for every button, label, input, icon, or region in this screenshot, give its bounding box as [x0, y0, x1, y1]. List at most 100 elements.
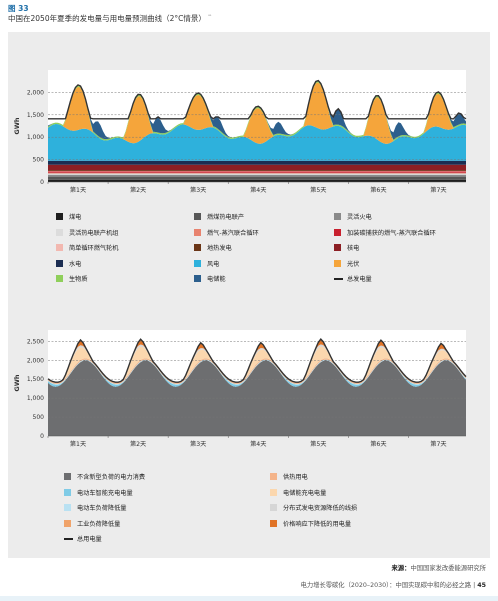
x-tick-label-2-1: 第2天 [130, 440, 146, 448]
footer-separator: | [471, 582, 478, 589]
legend2-label-0: 不含新型负荷的电力消费 [77, 474, 146, 481]
legend1-label-2: 灵活火电 [347, 214, 372, 221]
footer-text: 电力增长零碳化（2020–2030）：中国实现碳中和的必经之路 [300, 582, 472, 589]
legend2-label-1: 供热用电 [283, 474, 308, 481]
consumption-chart: 0 500 1,000 1,500 2,000 2,500 GWh 第1天 第2天 第3天 第4天 第… [13, 330, 467, 448]
area-series-1-13 [48, 81, 466, 140]
legend2-label-4: 电动车负荷降低量 [77, 505, 127, 512]
x-tick-label-1-1: 第2天 [130, 186, 146, 194]
legend2-item-5: 分布式发电资源降低的线损 [270, 503, 357, 512]
legend1-swatch-14 [334, 277, 343, 280]
area-series-2-4 [48, 358, 466, 384]
legend2-item-4: 电动车负荷降低量 [64, 503, 127, 512]
area-series-2-2 [48, 359, 466, 385]
generation-chart: 0 500 1,000 1,500 2,000 GWh 第1天 第2天 第3天 第4天 第5天 第6天… [13, 70, 467, 194]
area-series-2-0 [48, 360, 466, 436]
legend1-label-7: 地热发电 [207, 245, 232, 252]
legend1-swatch-13 [194, 275, 201, 282]
legend1-swatch-7 [194, 244, 201, 251]
y-tick-label-2-2: 1,000 [27, 395, 44, 402]
y-tick-label-2-5: 2,500 [27, 338, 44, 345]
area-series-1-2 [48, 174, 466, 177]
x-tick-label-1-0: 第1天 [70, 186, 86, 194]
x-tick-label-2-0: 第1天 [70, 440, 86, 448]
legend1-item-11: 光伏 [334, 259, 359, 268]
legend2-item-1: 供热用电 [270, 472, 308, 481]
y-tick-label-2-1: 500 [33, 414, 45, 421]
legend1-swatch-0 [56, 213, 63, 220]
legend2-swatch-8 [64, 537, 73, 540]
legend2-swatch-6 [64, 519, 71, 527]
total-line-1 [48, 79, 467, 120]
legend1-swatch-9 [56, 259, 63, 267]
y-tick-label-1-0: 0 [40, 179, 44, 186]
legend1-swatch-8 [334, 244, 341, 251]
legend1-item-13: 电储能 [194, 274, 226, 283]
x-tick-label-2-5: 第6天 [370, 440, 386, 448]
legend2-swatch-2 [64, 488, 71, 496]
x-tick-label-2-6: 第7天 [430, 440, 446, 448]
figure-title-text: 中国在2050年夏季的发电量与用电量预测曲线（2°C情景） [8, 14, 206, 23]
area-series-1-11 [48, 82, 466, 144]
source-text: 中国国家发改委能源研究所 [410, 565, 486, 572]
legend1-label-3: 灵活热电联产机组 [69, 229, 119, 237]
x-tick-label-2-3: 第4天 [250, 440, 266, 448]
y-axis-label-2: GWh [13, 374, 21, 392]
legend1-label-9: 水电 [69, 260, 82, 268]
source-label: 来源： [391, 565, 411, 572]
legend1-label-13: 电储能 [207, 276, 226, 283]
legend2-label-3: 电储能充电电量 [283, 489, 327, 497]
page-number: 45 [477, 582, 486, 589]
y-tick-label-1-2: 1,000 [27, 134, 44, 141]
area-series-1-0 [48, 179, 466, 182]
legend2-item-2: 电动车智能充电电量 [64, 488, 133, 497]
legend2-item-7: 价格响应下降低的用电量 [270, 519, 351, 528]
legend2-label-8: 总用电量 [77, 536, 102, 543]
legend1-item-0: 煤电 [56, 212, 81, 221]
legend1-label-11: 光伏 [347, 260, 360, 268]
legend1-swatch-2 [334, 213, 341, 220]
legend2-swatch-7 [270, 519, 277, 527]
consumption-legend: 不含新型负荷的电力消费 供热用电电动车智能充电电量 电储能充电电量电动车负荷降低量 分… [8, 468, 490, 558]
y-tick-label-2-4: 2,000 [27, 357, 44, 364]
area-series-2-6 [48, 344, 466, 383]
legend1-item-8: 核电 [334, 243, 359, 252]
legend2-item-8: 总用电量 [64, 534, 102, 543]
area-series-1-3 [48, 173, 466, 175]
legend1-item-14: 总发电量 [334, 274, 372, 283]
generation-legend: 煤电 燃煤热电联产 灵活火电 灵活热电联产机组 燃气-蒸汽联合循环 加装碳捕获的燃气-蒸汽… [8, 208, 490, 320]
total-line-2 [47, 338, 467, 383]
legend1-item-10: 风电 [194, 259, 219, 268]
area-series-1-1 [48, 176, 466, 180]
legend1-item-12: 生物质 [56, 274, 88, 283]
legend1-swatch-4 [194, 228, 201, 236]
legend1-item-6: 简单循环燃气轮机 [56, 243, 119, 252]
x-tick-label-1-4: 第5天 [310, 186, 326, 194]
legend2-item-0: 不含新型负荷的电力消费 [64, 472, 145, 481]
area-series-1-4 [48, 172, 466, 174]
legend1-item-9: 水电 [56, 259, 81, 268]
legend2-swatch-5 [270, 504, 277, 511]
x-tick-label-1-5: 第6天 [370, 186, 386, 194]
y-tick-label-2-0: 0 [40, 433, 44, 440]
chart-panel: 0 500 1,000 1,500 2,000 GWh 第1天 第2天 第3天 第4天 第5天 第6天… [8, 32, 490, 558]
legend1-item-2: 灵活火电 [334, 212, 372, 221]
y-tick-label-1-3: 1,500 [27, 112, 44, 119]
area-series-1-7 [48, 170, 466, 172]
legend1-label-6: 简单循环燃气轮机 [69, 245, 119, 252]
legend2-label-6: 工业负荷降低量 [77, 520, 121, 528]
legend1-swatch-5 [334, 228, 341, 236]
legend1-swatch-6 [56, 244, 63, 251]
area-series-1-8 [48, 164, 466, 171]
legend1-swatch-3 [56, 228, 63, 236]
legend1-swatch-12 [56, 275, 63, 282]
y-tick-label-2-3: 1,500 [27, 376, 44, 383]
legend1-swatch-1 [194, 213, 201, 220]
legend2-swatch-4 [64, 504, 71, 511]
legend1-item-3: 灵活热电联产机组 [56, 228, 119, 237]
x-tick-label-2-2: 第3天 [190, 440, 206, 448]
legend1-item-1: 燃煤热电联产 [194, 212, 244, 221]
legend2-label-2: 电动车智能充电电量 [77, 489, 133, 497]
legend1-swatch-10 [194, 259, 201, 267]
legend1-label-0: 煤电 [69, 214, 82, 221]
